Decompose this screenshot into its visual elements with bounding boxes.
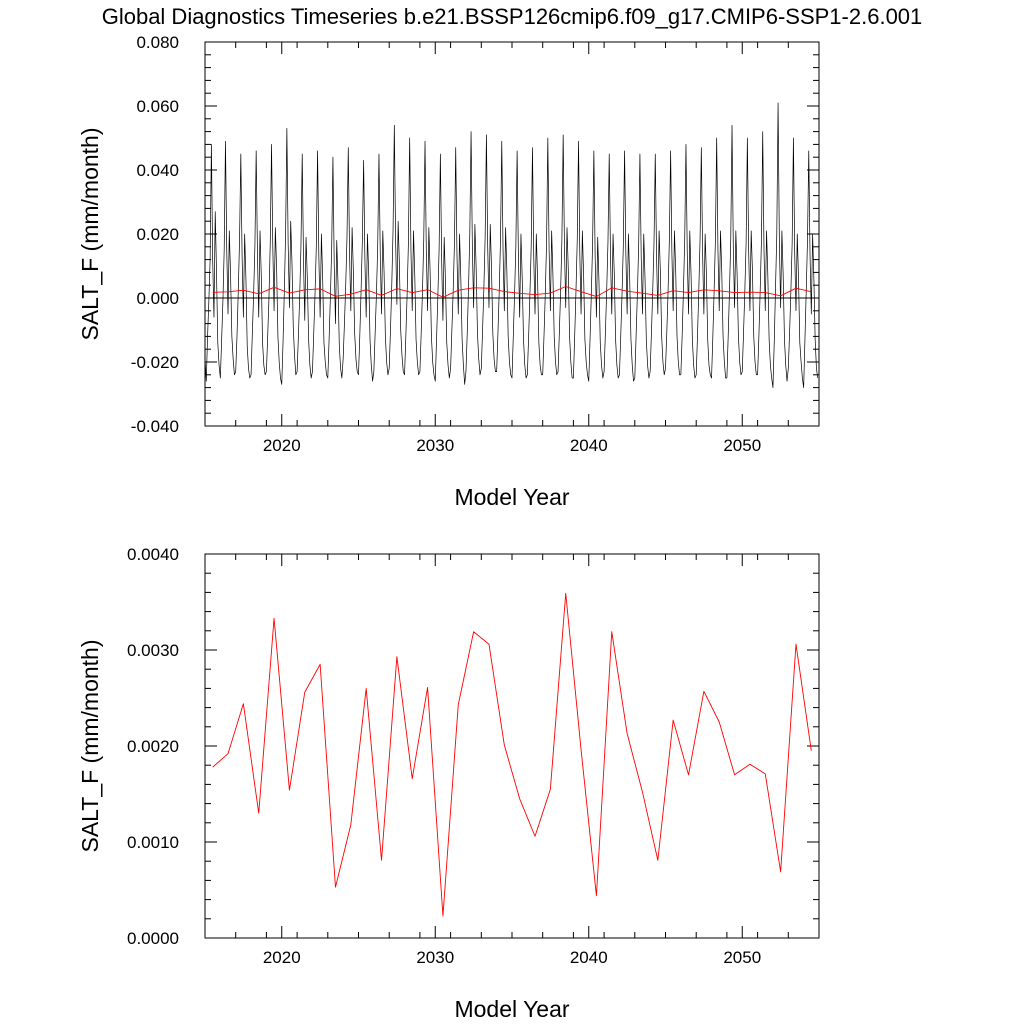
top-ytick-label: 0.020 [136,225,179,244]
top-x-axis-title: Model Year [454,484,569,510]
top-ytick-label: -0.020 [131,353,179,372]
top-ytick-label: 0.080 [136,33,179,52]
bottom-xtick-label: 2040 [570,948,608,967]
bottom-panel: 2020 2030 2040 2050 0.0000 0.0010 0.0020 0.0030… [77,545,820,1022]
top-xtick-label: 2030 [416,436,454,455]
bottom-series [212,592,812,917]
bottom-plot-frame [204,553,820,939]
top-xtick-label: 2040 [570,436,608,455]
top-ticks [204,41,820,427]
chart-title: Global Diagnostics Timeseries b.e21.BSSP… [102,4,923,29]
bottom-ytick-label: 0.0000 [127,929,179,948]
top-panel: 2020 2030 2040 2050 -0.040 -0.020 0.000 0.020 0.… [77,33,820,510]
top-ytick-label: -0.040 [131,417,179,436]
top-series [204,102,819,388]
top-xtick-label: 2050 [723,436,761,455]
top-ytick-label: 0.040 [136,161,179,180]
bottom-ytick-label: 0.0010 [127,833,179,852]
bottom-xtick-label: 2020 [263,948,301,967]
bottom-tick-labels: 2020 2030 2040 2050 0.0000 0.0010 0.0020 0.0030… [127,545,761,967]
bottom-annual-series-line [212,592,812,917]
bottom-ytick-label: 0.0020 [127,737,179,756]
top-monthly-series-line [204,102,819,388]
bottom-x-axis-title: Model Year [454,996,569,1022]
bottom-ytick-label: 0.0030 [127,641,179,660]
bottom-xtick-label: 2030 [416,948,454,967]
top-ytick-label: 0.060 [136,97,179,116]
top-annual-series-line [212,286,812,298]
bottom-xtick-label: 2050 [723,948,761,967]
bottom-y-axis-title: SALT_F (mm/month) [77,640,103,853]
bottom-ytick-label: 0.0040 [127,545,179,564]
top-y-axis-title: SALT_F (mm/month) [77,128,103,341]
top-tick-labels: 2020 2030 2040 2050 -0.040 -0.020 0.000 0.020 0.… [131,33,761,455]
top-ytick-label: 0.000 [136,289,179,308]
top-xtick-label: 2020 [263,436,301,455]
bottom-ticks [204,553,820,939]
